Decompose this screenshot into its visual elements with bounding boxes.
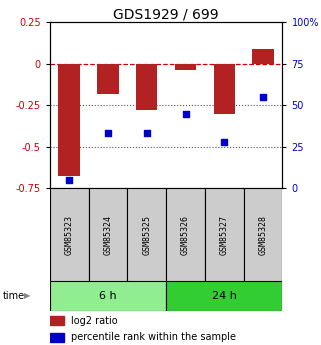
- Bar: [166, 188, 205, 281]
- Bar: [244, 188, 282, 281]
- Point: [105, 131, 110, 136]
- Bar: [252, 49, 274, 64]
- Bar: [136, 64, 157, 110]
- Text: ▶: ▶: [24, 291, 30, 300]
- Bar: [127, 188, 166, 281]
- Text: percentile rank within the sample: percentile rank within the sample: [71, 332, 236, 342]
- Bar: [175, 64, 196, 70]
- Text: GSM85325: GSM85325: [142, 215, 151, 255]
- Bar: [97, 64, 118, 93]
- Point: [144, 131, 149, 136]
- Text: GSM85327: GSM85327: [220, 215, 229, 255]
- Text: GSM85328: GSM85328: [259, 215, 268, 255]
- Point: [261, 94, 266, 100]
- Text: GSM85323: GSM85323: [65, 215, 74, 255]
- Bar: [50, 333, 64, 342]
- Text: time: time: [3, 291, 25, 301]
- Text: 6 h: 6 h: [99, 291, 117, 301]
- Text: GSM85324: GSM85324: [103, 215, 112, 255]
- Point: [66, 177, 72, 183]
- Bar: [205, 188, 244, 281]
- Point: [183, 111, 188, 116]
- Bar: [50, 188, 89, 281]
- Text: 24 h: 24 h: [212, 291, 237, 301]
- Title: GDS1929 / 699: GDS1929 / 699: [113, 7, 219, 21]
- Bar: [166, 281, 282, 310]
- Bar: [58, 64, 80, 176]
- Bar: [50, 316, 64, 325]
- Bar: [214, 64, 235, 114]
- Point: [222, 139, 227, 145]
- Text: GSM85326: GSM85326: [181, 215, 190, 255]
- Bar: [89, 188, 127, 281]
- Text: log2 ratio: log2 ratio: [71, 316, 117, 326]
- Bar: [50, 281, 166, 310]
